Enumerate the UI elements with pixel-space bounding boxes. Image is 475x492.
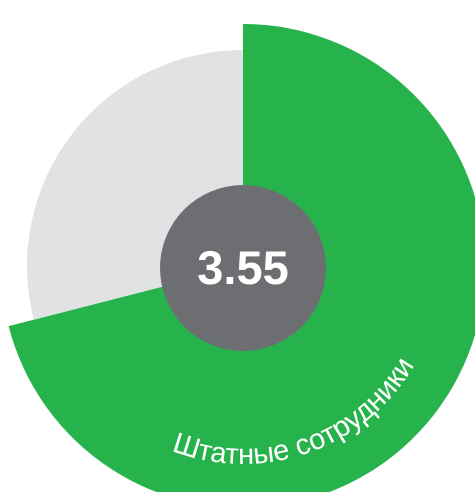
slice (8, 24, 475, 492)
center-label: 3.55 (197, 241, 288, 294)
center-circle (160, 185, 326, 351)
